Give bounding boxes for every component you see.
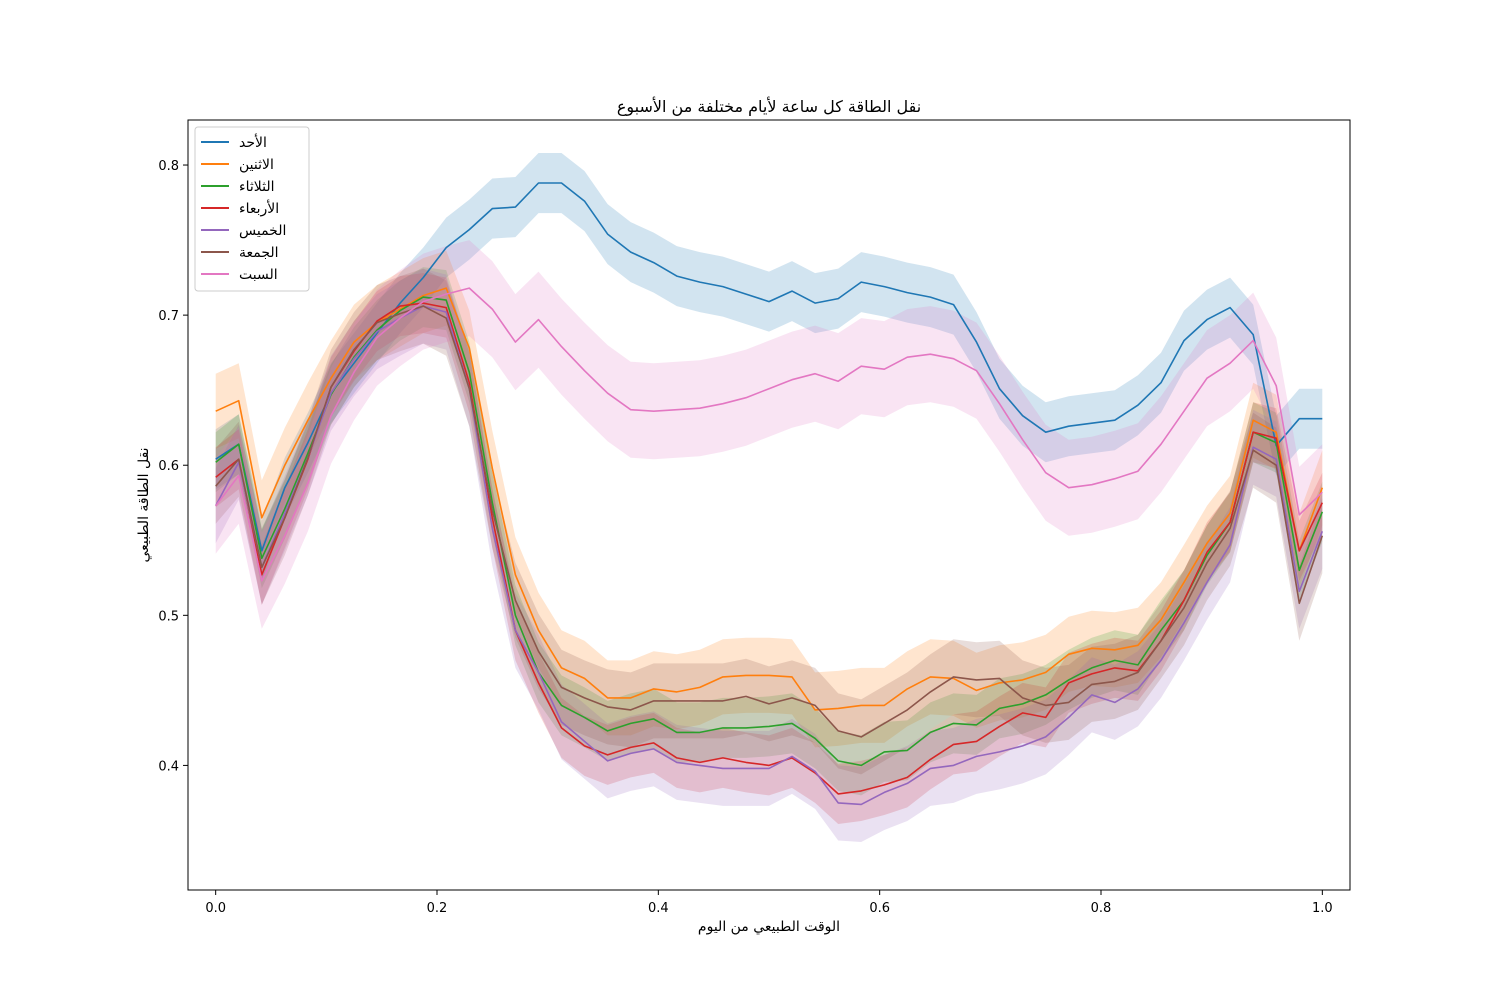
legend-box <box>194 126 310 292</box>
x-tick-label: 0.4 <box>648 901 669 916</box>
series-line-6 <box>215 287 1323 582</box>
legend: الأحد الاثنين الثلاثاء الأربعاء الخميس الجمعة… <box>194 126 310 292</box>
x-axis: 0.0 0.2 0.4 0.6 0.8 1.0 <box>205 890 1333 916</box>
series-band-6 <box>215 240 1323 629</box>
legend-label: الأربعاء <box>239 199 279 217</box>
series-line-0 <box>215 182 1323 552</box>
series-line-2 <box>215 296 1324 767</box>
legend-label: السبت <box>239 267 278 283</box>
legend-label: الأحد <box>239 133 267 151</box>
x-tick-label: 0.2 <box>427 901 448 916</box>
x-tick-label: 0.6 <box>869 901 890 916</box>
chart-title: نقل الطاقة كل ساعة لأيام مختلفة من الأسب… <box>617 96 921 117</box>
series-band-5 <box>215 268 1323 775</box>
y-axis: 0.4 0.5 0.6 0.7 0.8 <box>158 159 188 774</box>
legend-label: الثلاثاء <box>239 179 274 195</box>
legend-label: الاثنين <box>239 157 274 173</box>
x-tick-label: 1.0 <box>1312 901 1333 916</box>
y-tick-label: 0.5 <box>158 609 179 624</box>
series-lines <box>214 182 1324 806</box>
x-tick-label: 0.0 <box>205 901 226 916</box>
legend-label: الخميس <box>239 223 286 239</box>
series-band-1 <box>215 250 1323 748</box>
plot-area-frame <box>187 119 1351 891</box>
x-axis-label: الوقت الطبيعي من اليوم <box>698 919 840 935</box>
y-tick-label: 0.7 <box>158 309 179 324</box>
confidence-bands <box>215 153 1323 843</box>
x-tick-label: 0.8 <box>1091 901 1112 916</box>
series-line-1 <box>215 287 1324 711</box>
series-line-5 <box>215 305 1324 738</box>
y-axis-label: نقل الطاقة الطبيعي <box>136 447 152 562</box>
legend-label: الجمعة <box>239 245 279 261</box>
y-tick-label: 0.6 <box>158 459 179 474</box>
series-line-3 <box>215 302 1324 795</box>
y-tick-label: 0.8 <box>158 159 179 174</box>
y-tick-label: 0.4 <box>158 759 179 774</box>
